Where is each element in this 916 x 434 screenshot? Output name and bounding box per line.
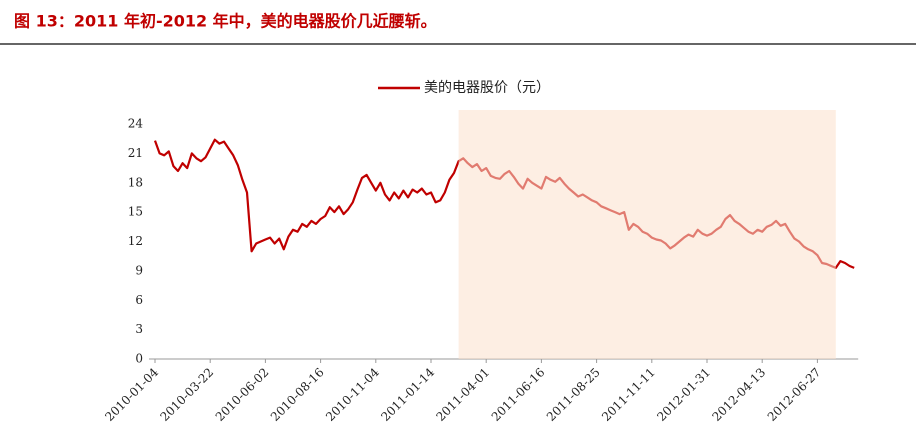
y-tick-label: 3 [135, 322, 143, 336]
y-tick-label: 18 [128, 175, 143, 189]
y-tick-label: 6 [135, 293, 143, 307]
chart-title: 图 13：2011 年初-2012 年中，美的电器股价几近腰斩。 [14, 12, 437, 31]
x-tick-label: 2011-04-01 [433, 365, 492, 424]
x-tick-label: 2012-01-31 [654, 365, 713, 424]
x-tick-label: 2011-06-16 [489, 365, 548, 424]
y-tick-label: 12 [128, 234, 143, 248]
y-tick-label: 0 [135, 352, 143, 366]
highlight-band [458, 110, 836, 359]
y-tick-label: 21 [128, 146, 143, 160]
x-tick-label: 2011-08-25 [544, 365, 603, 424]
y-tick-label: 9 [135, 263, 143, 277]
legend-label: 美的电器股价（元） [424, 80, 550, 96]
x-tick-label: 2010-01-04 [102, 365, 161, 424]
y-tick-label: 15 [128, 205, 143, 219]
x-tick-label: 2010-03-22 [157, 365, 216, 424]
x-tick-label: 2011-01-14 [378, 365, 437, 424]
x-tick-label: 2010-11-04 [323, 365, 382, 424]
x-tick-label: 2011-11-11 [599, 365, 658, 424]
x-tick-label: 2010-08-16 [268, 365, 327, 424]
x-tick-label: 2012-06-27 [765, 365, 824, 424]
x-tick-label: 2012-04-13 [709, 365, 768, 424]
y-tick-label: 24 [128, 117, 144, 131]
x-tick-label: 2010-06-02 [213, 365, 272, 424]
